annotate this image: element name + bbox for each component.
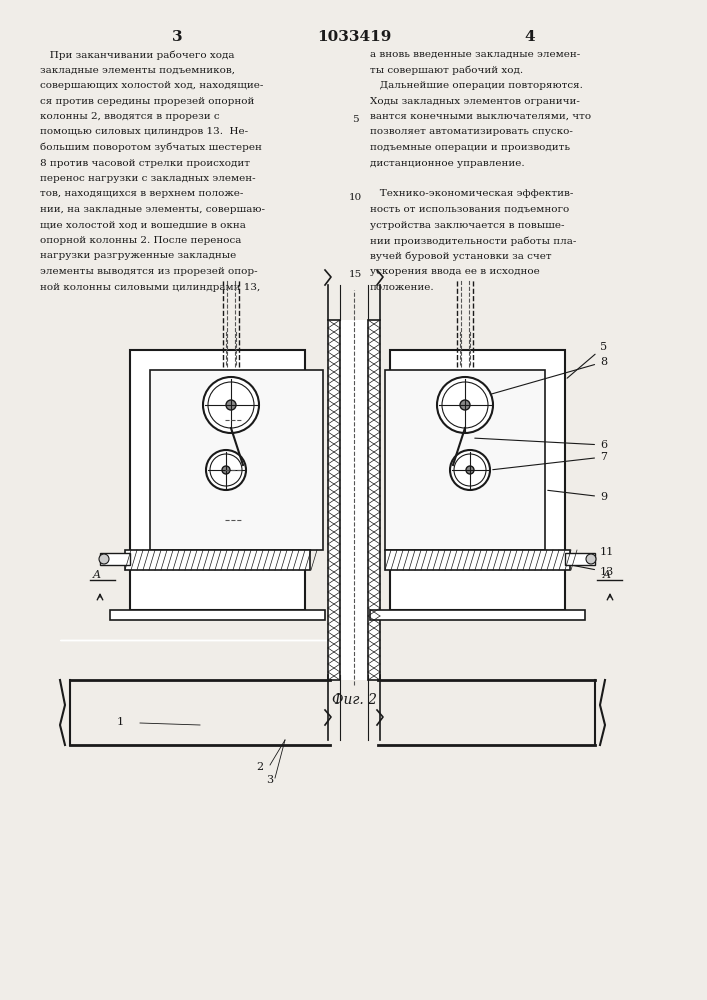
Bar	[385, 550, 570, 570]
Circle shape	[466, 466, 474, 474]
Circle shape	[460, 400, 470, 410]
Text: Ходы закладных элементов ограничи-: Ходы закладных элементов ограничи-	[370, 97, 580, 105]
Text: 10: 10	[349, 193, 361, 202]
Bar	[328, 320, 340, 680]
Bar	[385, 370, 545, 550]
Text: 8: 8	[491, 357, 607, 394]
Text: ты совершают рабочий ход.: ты совершают рабочий ход.	[370, 66, 523, 75]
Text: A: A	[93, 570, 101, 580]
Bar	[100, 553, 130, 565]
Text: ной колонны силовыми цилиндрами 13,: ной колонны силовыми цилиндрами 13,	[40, 282, 260, 292]
Bar	[368, 320, 380, 680]
Text: 9: 9	[548, 490, 607, 502]
Text: Дальнейшие операции повторяются.: Дальнейшие операции повторяются.	[370, 81, 583, 90]
Text: помощью силовых цилиндров 13.  Не-: помощью силовых цилиндров 13. Не-	[40, 127, 248, 136]
Text: A: A	[603, 570, 611, 580]
Bar	[340, 320, 368, 680]
Circle shape	[222, 466, 230, 474]
Text: 6: 6	[475, 438, 607, 450]
Text: большим поворотом зубчатых шестерен: большим поворотом зубчатых шестерен	[40, 143, 262, 152]
Text: 5: 5	[567, 342, 607, 378]
Text: вучей буровой установки за счет: вучей буровой установки за счет	[370, 251, 551, 261]
Bar	[125, 550, 310, 570]
Text: Фиг. 2: Фиг. 2	[332, 693, 377, 707]
Text: 15: 15	[349, 270, 361, 279]
Text: перенос нагрузки с закладных элемен-: перенос нагрузки с закладных элемен-	[40, 174, 256, 183]
Text: щие холостой ход и вошедшие в окна: щие холостой ход и вошедшие в окна	[40, 221, 246, 230]
Text: 1: 1	[117, 717, 124, 727]
Text: элементы выводятся из прорезей опор-: элементы выводятся из прорезей опор-	[40, 267, 257, 276]
Text: 3: 3	[172, 30, 182, 44]
Text: тов, находящихся в верхнем положе-: тов, находящихся в верхнем положе-	[40, 190, 243, 198]
Text: вантся конечными выключателями, что: вантся конечными выключателями, что	[370, 112, 591, 121]
Text: При заканчивании рабочего хода: При заканчивании рабочего хода	[40, 50, 235, 60]
Text: ся против середины прорезей опорной: ся против середины прорезей опорной	[40, 97, 255, 105]
Bar	[130, 350, 305, 610]
Text: 4: 4	[525, 30, 535, 44]
Bar	[390, 350, 565, 610]
Text: опорной колонны 2. После переноса: опорной колонны 2. После переноса	[40, 236, 241, 245]
Circle shape	[206, 450, 246, 490]
Text: устройства заключается в повыше-: устройства заключается в повыше-	[370, 221, 564, 230]
Text: положение.: положение.	[370, 282, 435, 292]
Text: 1033419: 1033419	[317, 30, 391, 44]
Text: дистанционное управление.: дистанционное управление.	[370, 158, 525, 167]
Circle shape	[203, 377, 259, 433]
Text: ускорения ввода ее в исходное: ускорения ввода ее в исходное	[370, 267, 539, 276]
Text: закладные элементы подъемников,: закладные элементы подъемников,	[40, 66, 235, 75]
Circle shape	[99, 554, 109, 564]
Circle shape	[450, 450, 490, 490]
Text: нии, на закладные элементы, совершаю-: нии, на закладные элементы, совершаю-	[40, 205, 265, 214]
Text: 2: 2	[257, 762, 264, 772]
Bar	[150, 370, 323, 550]
Text: 5: 5	[351, 115, 358, 124]
Text: совершающих холостой ход, находящие-: совершающих холостой ход, находящие-	[40, 81, 264, 90]
Circle shape	[586, 554, 596, 564]
Text: 13: 13	[548, 561, 614, 577]
Bar	[110, 610, 325, 620]
Text: 11: 11	[538, 547, 614, 565]
Text: нагрузки разгруженные закладные: нагрузки разгруженные закладные	[40, 251, 236, 260]
Text: позволяет автоматизировать спуско-: позволяет автоматизировать спуско-	[370, 127, 573, 136]
Text: 8 против часовой стрелки происходит: 8 против часовой стрелки происходит	[40, 158, 250, 167]
Text: Технико-экономическая эффектив-: Технико-экономическая эффектив-	[370, 190, 573, 198]
Text: ность от использования подъемного: ность от использования подъемного	[370, 205, 569, 214]
Text: подъемные операции и производить: подъемные операции и производить	[370, 143, 570, 152]
Bar	[565, 553, 595, 565]
Circle shape	[226, 400, 236, 410]
Bar	[370, 610, 585, 620]
Text: колонны 2, вводятся в прорези с: колонны 2, вводятся в прорези с	[40, 112, 220, 121]
Circle shape	[437, 377, 493, 433]
Text: 3: 3	[267, 775, 274, 785]
Text: 7: 7	[493, 452, 607, 470]
Text: нии производительности работы пла-: нии производительности работы пла-	[370, 236, 576, 245]
Text: а вновь введенные закладные элемен-: а вновь введенные закладные элемен-	[370, 50, 580, 59]
